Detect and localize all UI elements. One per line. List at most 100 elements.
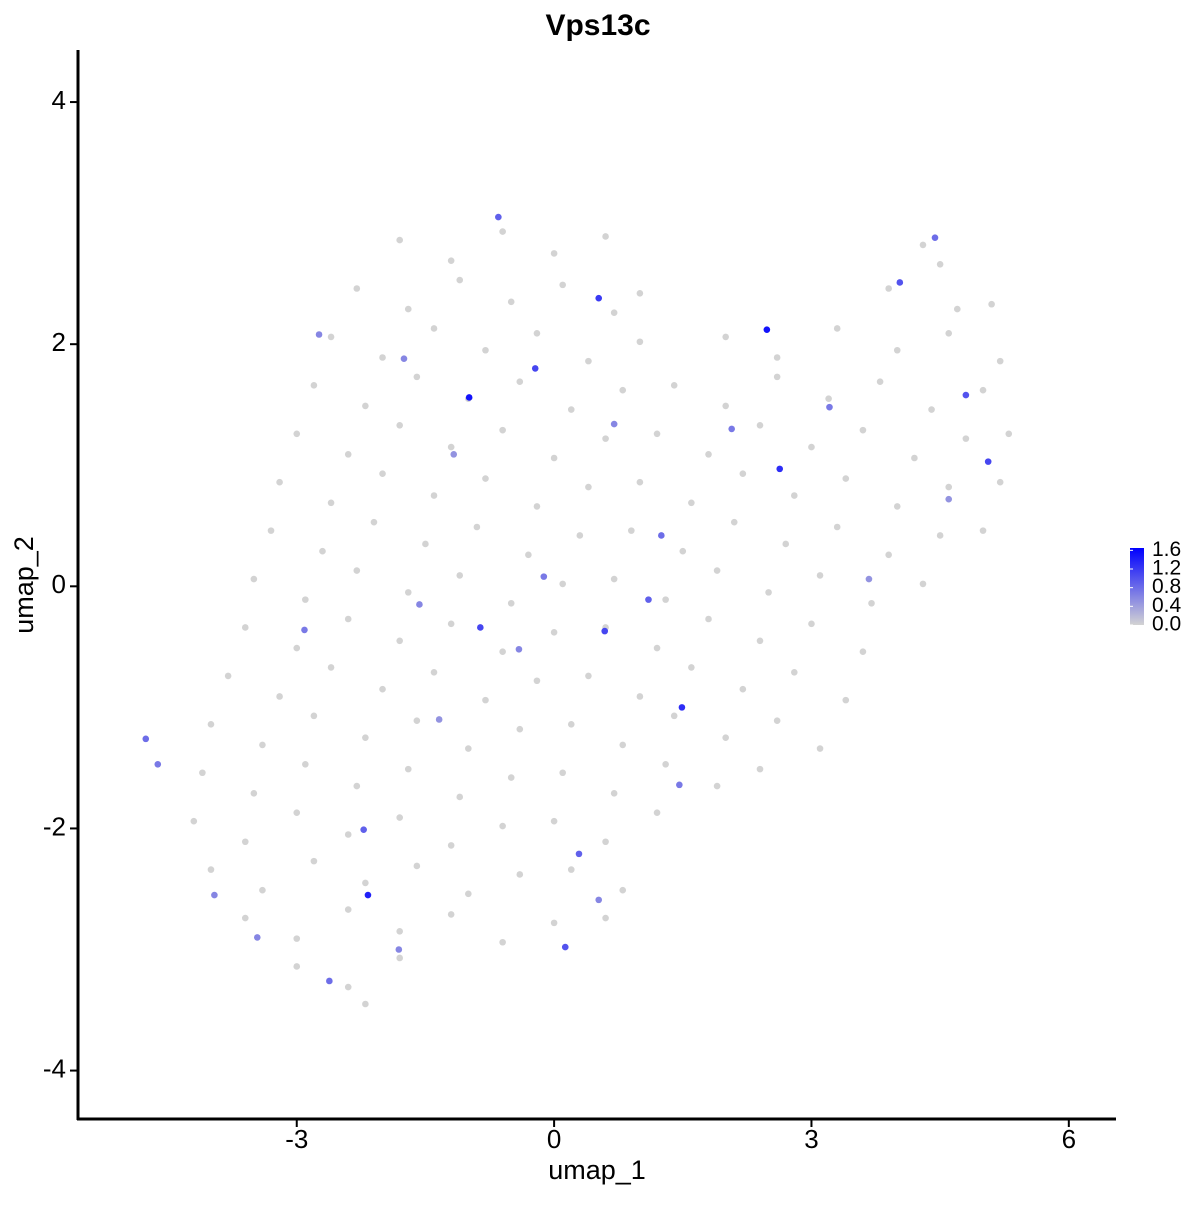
cell-point	[559, 281, 566, 289]
cell-point	[936, 532, 944, 539]
cell-point	[465, 745, 472, 752]
cell-point	[636, 478, 644, 486]
cell-point	[473, 523, 481, 531]
cell-point	[353, 285, 361, 292]
cell-point	[379, 470, 386, 478]
cell-point	[499, 938, 506, 946]
cell-point	[658, 532, 665, 539]
cell-point	[199, 769, 206, 777]
cell-point	[610, 309, 618, 317]
y-tick-label: 4	[52, 85, 66, 115]
cell-point	[885, 285, 892, 292]
cell-point	[816, 572, 824, 579]
cell-point	[250, 575, 258, 583]
cell-point	[507, 599, 515, 607]
cell-point	[250, 790, 258, 797]
cell-point	[619, 386, 627, 394]
x-axis-title: umap_1	[548, 1155, 646, 1185]
cell-point	[326, 977, 333, 985]
cell-point	[585, 357, 592, 365]
cell-point	[962, 391, 970, 399]
cell-point	[465, 890, 472, 898]
cell-point	[730, 518, 738, 526]
colorbar-tick-label: 1.2	[1152, 557, 1181, 580]
cell-point	[293, 644, 301, 652]
cell-point	[585, 483, 592, 491]
cell-point	[404, 305, 412, 313]
cell-point	[315, 331, 323, 338]
cell-point	[396, 637, 403, 645]
cell-point	[979, 386, 987, 394]
cell-point	[379, 685, 386, 693]
cell-point	[362, 1000, 369, 1008]
cell-point	[310, 382, 318, 389]
cell-point	[550, 250, 558, 257]
cell-point	[705, 451, 712, 458]
cell-point	[567, 721, 575, 728]
y-tick-label: -4	[43, 1053, 66, 1083]
cell-point	[602, 435, 609, 442]
x-tick-label: -3	[285, 1124, 308, 1154]
cell-point	[550, 919, 558, 927]
cell-point	[447, 620, 455, 628]
cell-point	[344, 615, 352, 623]
cell-point	[567, 406, 575, 413]
cell-point	[499, 426, 506, 434]
cell-point	[936, 260, 944, 268]
cell-point	[791, 668, 798, 676]
cell-point	[893, 503, 901, 510]
cell-point	[482, 696, 489, 704]
cell-point	[911, 454, 918, 462]
cell-point	[610, 790, 618, 797]
cell-point	[808, 443, 815, 451]
y-axis-title: umap_2	[9, 536, 39, 634]
cell-point	[705, 615, 712, 623]
cell-point	[575, 850, 583, 858]
cell-point	[404, 589, 412, 596]
cell-point	[430, 492, 438, 499]
cell-point	[833, 325, 841, 332]
cell-point	[931, 234, 939, 241]
cell-point	[370, 518, 378, 526]
cell-point	[962, 435, 970, 442]
cell-point	[447, 842, 455, 849]
cell-point	[142, 735, 150, 743]
cell-point	[722, 402, 729, 410]
cell-point	[842, 475, 850, 482]
cell-point	[241, 838, 249, 846]
cell-point	[636, 693, 644, 700]
cell-point	[430, 325, 438, 332]
cell-point	[516, 871, 524, 878]
cell-point	[953, 305, 961, 313]
cell-point	[413, 717, 421, 724]
cell-point	[447, 257, 455, 264]
cell-point	[928, 406, 935, 413]
cell-point	[516, 725, 524, 733]
cell-point	[360, 826, 367, 833]
cell-point	[396, 928, 403, 935]
cell-point	[302, 760, 309, 768]
cell-point	[859, 648, 867, 655]
cell-point	[550, 629, 558, 636]
cell-point	[450, 451, 458, 458]
cell-point	[400, 355, 408, 363]
cell-point	[945, 483, 953, 491]
cell-point	[662, 596, 669, 603]
cell-point	[430, 668, 438, 676]
cell-point	[422, 540, 429, 548]
cell-point	[722, 734, 729, 741]
cell-point	[996, 357, 1004, 365]
cell-point	[756, 637, 764, 645]
cell-point	[739, 685, 747, 693]
y-tick-label: 0	[52, 569, 66, 599]
chart-title: Vps13c	[545, 9, 650, 42]
cell-point	[826, 403, 833, 411]
cell-point	[327, 664, 335, 671]
colorbar-tick-label: 0.4	[1152, 594, 1182, 617]
cell-point	[945, 495, 953, 503]
cell-point	[404, 765, 412, 773]
cell-point	[395, 946, 403, 953]
cell-point	[791, 492, 798, 499]
cell-point	[482, 346, 489, 354]
cell-point	[567, 866, 575, 873]
